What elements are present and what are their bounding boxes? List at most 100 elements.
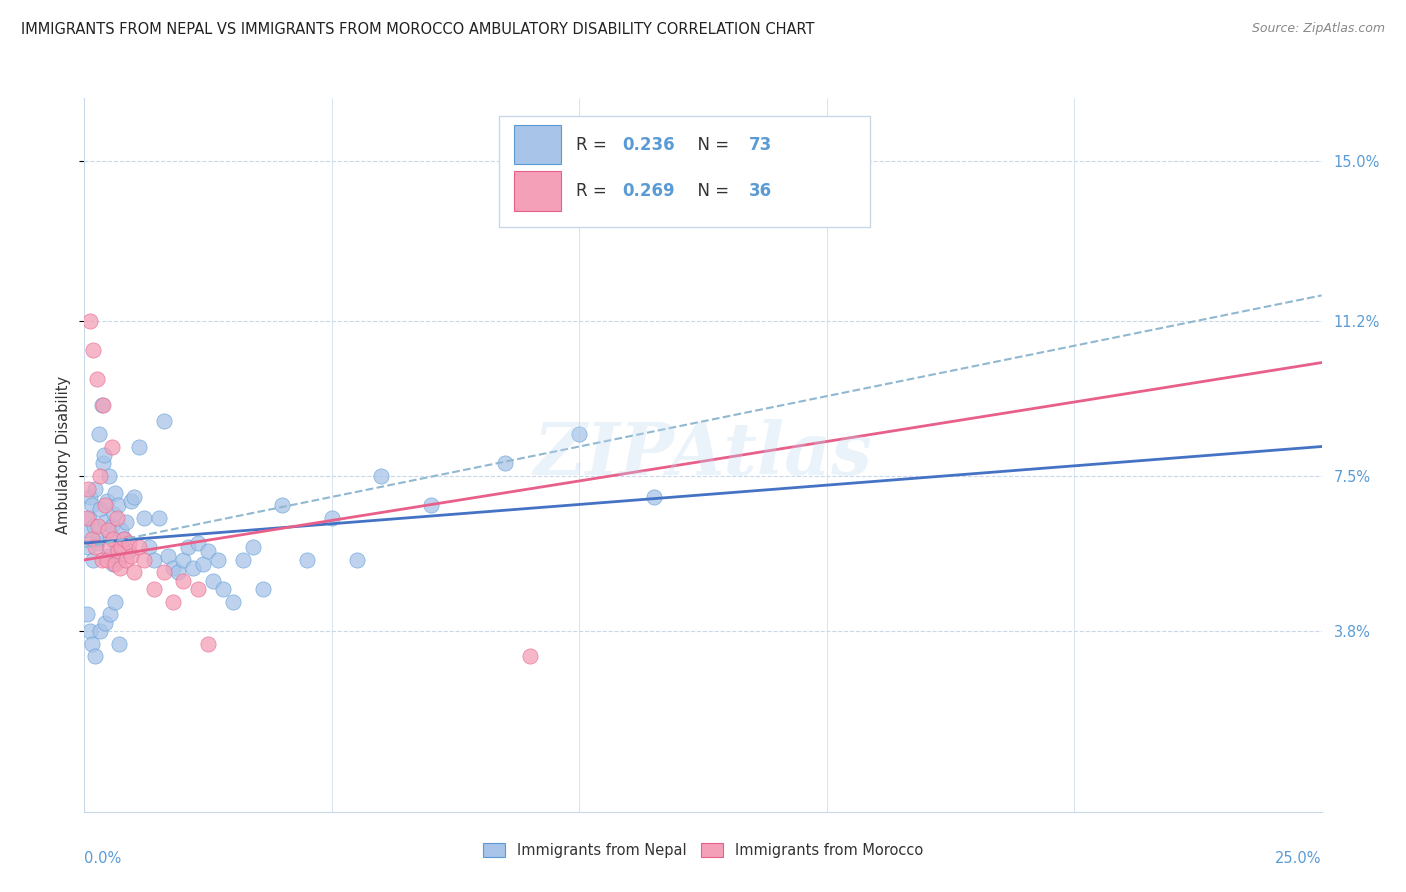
Point [104, 557, 127, 571]
Point [252, 582, 274, 597]
Point [138, 541, 160, 555]
Text: N =: N = [688, 182, 734, 200]
Point [162, 561, 184, 575]
Point [98, 469, 121, 483]
Point [242, 541, 264, 555]
Point [101, 532, 124, 546]
Point [232, 553, 254, 567]
Point [89, 502, 111, 516]
FancyBboxPatch shape [499, 116, 870, 227]
Point [103, 507, 125, 521]
Point [79, 624, 101, 639]
Point [370, 469, 392, 483]
Point [97, 524, 120, 538]
Point [105, 511, 128, 525]
Point [197, 544, 219, 558]
Point [90, 553, 112, 567]
Point [98, 527, 121, 541]
Point [346, 553, 368, 567]
Point [91, 398, 114, 412]
Text: 25.0%: 25.0% [1275, 851, 1322, 866]
Point [207, 553, 229, 567]
Text: 0.0%: 0.0% [84, 851, 121, 866]
Point [108, 561, 131, 575]
Point [115, 515, 138, 529]
Point [79, 313, 101, 327]
Point [100, 519, 122, 533]
Text: ZIPAtlas: ZIPAtlas [534, 419, 872, 491]
Point [96, 494, 118, 508]
Point [82, 343, 104, 357]
Point [568, 426, 591, 441]
Point [89, 624, 111, 639]
Point [122, 566, 145, 580]
Point [105, 541, 128, 555]
Point [122, 490, 145, 504]
Point [172, 574, 194, 588]
Point [152, 566, 174, 580]
Text: R =: R = [575, 182, 612, 200]
Point [80, 532, 103, 546]
Point [177, 541, 200, 555]
Point [107, 544, 129, 558]
Point [162, 595, 184, 609]
Point [187, 582, 209, 597]
Point [142, 582, 165, 597]
Point [80, 498, 103, 512]
Point [187, 536, 209, 550]
Point [295, 553, 318, 567]
Point [82, 637, 104, 651]
Point [519, 649, 541, 664]
Point [97, 549, 120, 563]
Point [76, 511, 98, 525]
Point [643, 490, 665, 504]
Point [82, 553, 104, 567]
Point [100, 440, 122, 454]
Point [132, 553, 155, 567]
Point [93, 448, 115, 462]
Text: 73: 73 [749, 136, 772, 153]
Point [104, 485, 127, 500]
Point [94, 515, 117, 529]
Point [87, 519, 110, 533]
Point [86, 536, 108, 550]
Point [101, 557, 124, 571]
Point [98, 541, 121, 555]
Point [191, 557, 214, 571]
Point [84, 482, 107, 496]
Legend: Immigrants from Nepal, Immigrants from Morocco: Immigrants from Nepal, Immigrants from M… [477, 836, 929, 865]
Point [77, 541, 100, 555]
Point [132, 511, 155, 525]
Point [108, 637, 131, 651]
Point [107, 498, 129, 512]
FancyBboxPatch shape [513, 171, 561, 211]
Point [419, 498, 441, 512]
Point [142, 553, 165, 567]
Point [222, 595, 245, 609]
Point [115, 553, 138, 567]
Point [112, 532, 135, 546]
Point [84, 541, 107, 555]
Point [148, 511, 170, 525]
Point [93, 615, 115, 630]
Point [197, 637, 219, 651]
Point [89, 469, 111, 483]
Point [172, 553, 194, 567]
Text: 0.269: 0.269 [623, 182, 675, 200]
FancyBboxPatch shape [513, 125, 561, 164]
Point [79, 511, 101, 525]
Point [494, 456, 516, 470]
Point [108, 553, 131, 567]
Text: IMMIGRANTS FROM NEPAL VS IMMIGRANTS FROM MOROCCO AMBULATORY DISABILITY CORRELATI: IMMIGRANTS FROM NEPAL VS IMMIGRANTS FROM… [21, 22, 814, 37]
Point [83, 649, 105, 664]
Point [181, 561, 204, 575]
Point [103, 595, 125, 609]
Point [94, 498, 117, 512]
Point [128, 541, 150, 555]
Point [120, 494, 142, 508]
Text: Source: ZipAtlas.com: Source: ZipAtlas.com [1251, 22, 1385, 36]
Point [118, 544, 141, 558]
Point [76, 524, 98, 538]
Point [79, 490, 101, 504]
Point [110, 541, 132, 555]
